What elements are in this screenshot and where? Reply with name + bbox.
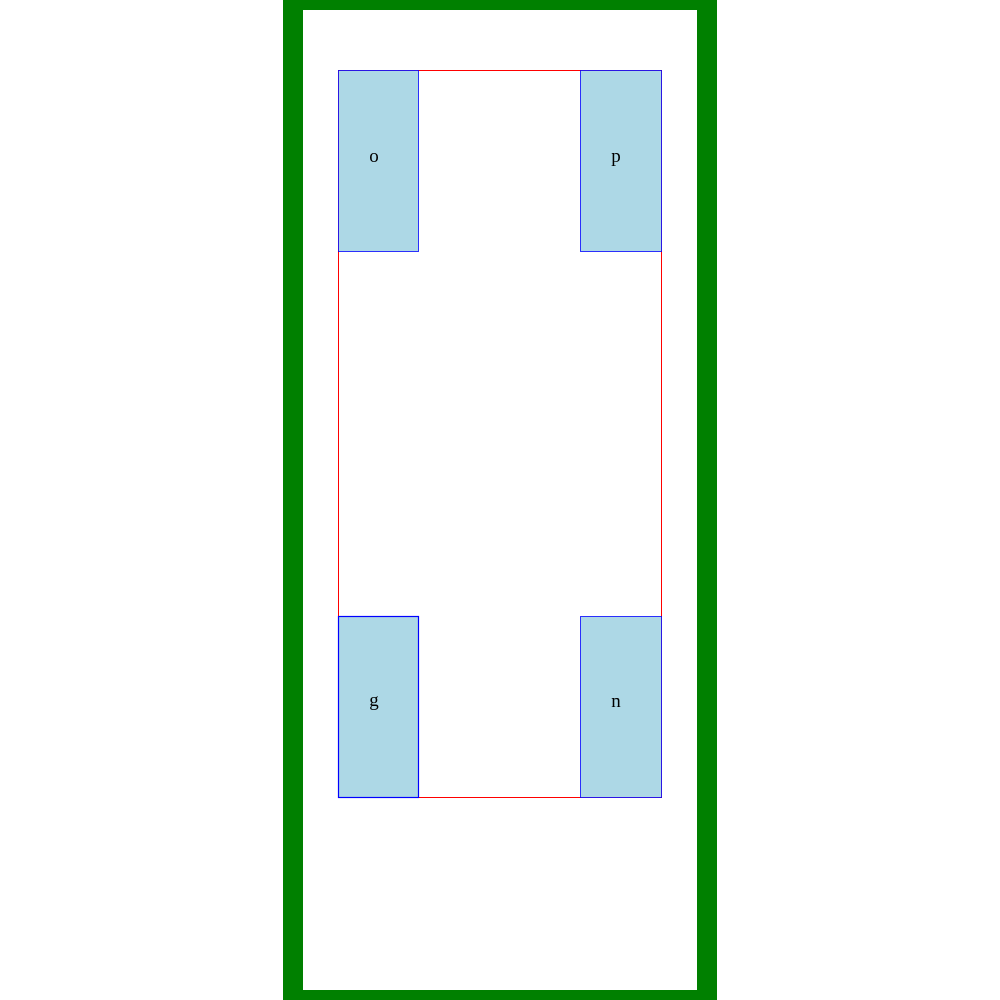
box-o-label: o [369,146,379,167]
box-o-rect [338,70,419,252]
box-g: g [337,615,420,799]
box-n-label: n [611,691,621,712]
box-o: o [338,70,419,252]
box-p-label: p [611,146,621,167]
connection-outline [338,70,662,798]
box-p: p [580,70,662,252]
box-g-rect [337,615,420,799]
box-n: n [580,616,662,798]
box-n-rect [580,616,662,798]
box-p-rect [580,70,662,252]
box-g-label: g [369,690,379,711]
